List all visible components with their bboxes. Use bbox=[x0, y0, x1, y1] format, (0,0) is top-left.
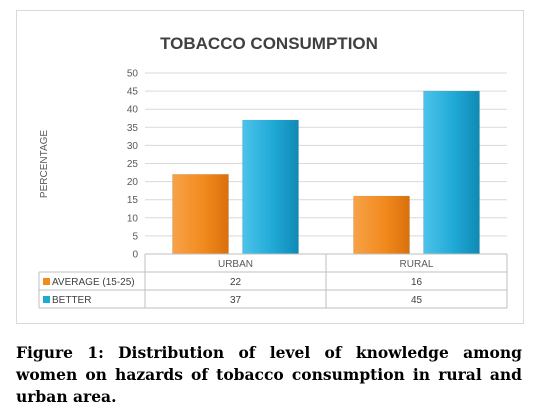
data-label: 22 bbox=[230, 277, 242, 288]
y-tick-label: 35 bbox=[127, 123, 139, 134]
y-tick-label: 10 bbox=[127, 213, 139, 224]
legend-key bbox=[43, 278, 50, 285]
bar-better-urban bbox=[242, 119, 299, 255]
legend-key bbox=[43, 296, 50, 303]
y-tick-label: 45 bbox=[127, 87, 139, 98]
data-label: 37 bbox=[230, 295, 242, 306]
data-label: 16 bbox=[411, 277, 423, 288]
legend-entry: AVERAGE (15-25) bbox=[52, 277, 135, 288]
data-table: URBAN RURAL AVERAGE (15-25) 22 16 BETTER 37 45 bbox=[38, 253, 508, 309]
y-tick-label: 15 bbox=[127, 195, 139, 206]
bars bbox=[172, 90, 480, 255]
category-label: URBAN bbox=[218, 259, 253, 270]
y-axis-ticks: 0 5 10 15 20 25 30 35 40 45 50 bbox=[127, 69, 139, 261]
bar-average-rural bbox=[353, 195, 410, 255]
y-tick-label: 40 bbox=[127, 105, 139, 116]
bar-better-rural bbox=[423, 90, 480, 255]
category-label: RURAL bbox=[400, 259, 434, 270]
figure-caption: Figure 1: Distribution of level of knowl… bbox=[16, 343, 522, 406]
bar-average-urban bbox=[172, 173, 229, 255]
legend-entry: BETTER bbox=[52, 295, 91, 306]
data-label: 45 bbox=[411, 295, 423, 306]
chart-title: TOBACCO CONSUMPTION bbox=[160, 34, 378, 53]
bar-chart: TOBACCO CONSUMPTION PERCENTAGE 0 5 10 15 20 2… bbox=[38, 34, 508, 309]
y-tick-label: 30 bbox=[127, 141, 139, 152]
y-tick-label: 25 bbox=[127, 159, 139, 170]
y-tick-label: 20 bbox=[127, 177, 139, 188]
y-tick-label: 50 bbox=[127, 69, 139, 80]
y-tick-label: 0 bbox=[132, 250, 138, 261]
y-tick-label: 5 bbox=[132, 231, 138, 242]
y-axis-label: PERCENTAGE bbox=[39, 130, 50, 198]
chart-frame: TOBACCO CONSUMPTION PERCENTAGE 0 5 10 15 20 2… bbox=[16, 10, 524, 324]
